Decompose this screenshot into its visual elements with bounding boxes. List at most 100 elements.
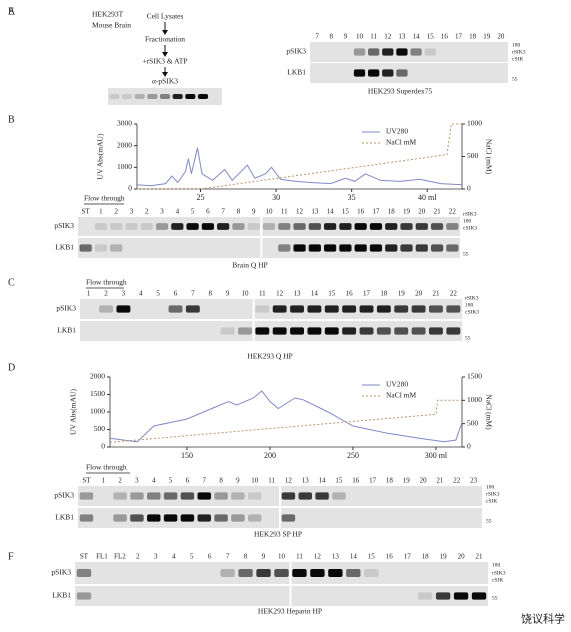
- band: [417, 592, 433, 600]
- band: [130, 492, 144, 500]
- sample: HEK293T: [92, 10, 124, 19]
- band: [353, 69, 366, 77]
- band: [382, 48, 394, 56]
- band: [278, 244, 291, 252]
- lane-label: 17: [404, 553, 412, 561]
- band: [79, 514, 94, 522]
- caption: HEK293 Q HP: [247, 352, 292, 361]
- lane-label: 4: [152, 477, 156, 485]
- band: [353, 48, 366, 56]
- step: α-pSIK3: [152, 77, 178, 86]
- y-tick-label: 2000: [117, 140, 132, 149]
- y-tick-label: 3000: [117, 119, 132, 128]
- lane-label: 19: [403, 477, 411, 485]
- lane-label: 13: [332, 553, 340, 561]
- band: [293, 223, 306, 230]
- lane-label: 3: [122, 290, 126, 298]
- band: [256, 569, 271, 577]
- band: [308, 223, 321, 230]
- step: Cell Lysates: [147, 12, 184, 21]
- gel-strip: [78, 238, 460, 258]
- lane-label: 18: [388, 208, 396, 216]
- lane-label: 21: [436, 477, 444, 485]
- panel-label: A: [8, 6, 16, 17]
- lane-label: 1: [99, 208, 103, 216]
- band: [232, 223, 245, 230]
- series-line: [137, 123, 462, 190]
- caption: HEK293 SP HP: [254, 530, 302, 539]
- band: [396, 69, 408, 77]
- lane-label: 11: [296, 553, 303, 561]
- lane-label: 14: [319, 477, 327, 485]
- y2-tick-label: 500: [467, 151, 479, 160]
- y2-tick-label: 0: [467, 442, 471, 451]
- band: [310, 569, 325, 577]
- marker: 180: [463, 218, 472, 224]
- panel-label: E: [8, 6, 14, 17]
- series-line: [136, 147, 463, 187]
- band: [185, 94, 196, 99]
- band: [290, 327, 304, 335]
- band: [367, 69, 380, 77]
- panel-label: F: [8, 551, 14, 562]
- marker: rSIK3: [512, 49, 526, 55]
- band: [308, 244, 321, 252]
- lane-label: 20: [415, 290, 423, 298]
- lane-label: 2: [118, 477, 122, 485]
- lane-label: 11: [370, 33, 377, 41]
- lane-label: 12: [276, 290, 284, 298]
- lane-label: 19: [403, 208, 411, 216]
- band: [342, 327, 357, 335]
- series-line: [109, 399, 462, 443]
- gel-strip: [80, 299, 462, 319]
- band: [328, 569, 343, 577]
- band: [324, 223, 337, 230]
- band: [140, 223, 153, 230]
- lane-label: FL2: [114, 553, 126, 561]
- lane-label: 7: [226, 553, 230, 561]
- band: [394, 327, 409, 335]
- lane-label: 9: [344, 33, 348, 41]
- gel-strip: [310, 63, 508, 83]
- lane-label: 20: [418, 208, 426, 216]
- y-axis-label: UV Abs(mAU): [96, 133, 105, 179]
- x-tick-label: 200: [264, 451, 276, 460]
- lane-label: 14: [350, 553, 358, 561]
- band: [446, 223, 459, 230]
- lane-label: 18: [380, 290, 388, 298]
- lane-label: 16: [386, 553, 394, 561]
- lane-label: 4: [172, 553, 176, 561]
- band: [359, 305, 374, 313]
- gel-strip: [75, 586, 488, 606]
- y-tick-label: 1000: [90, 407, 105, 416]
- arrow-head: [162, 30, 168, 35]
- band: [471, 592, 487, 600]
- band: [110, 223, 123, 230]
- lane-label: 15: [427, 33, 435, 41]
- band: [248, 514, 262, 522]
- band: [171, 223, 184, 230]
- lane-label: 5: [190, 553, 194, 561]
- lane-label: ST: [82, 208, 91, 216]
- lane-label: 10: [241, 290, 249, 298]
- band: [339, 223, 352, 230]
- band: [220, 327, 235, 335]
- band: [415, 244, 428, 252]
- lane-label: 10: [356, 33, 364, 41]
- row-label: LKB1: [55, 513, 74, 522]
- band: [94, 223, 108, 230]
- lane-label: 2: [145, 208, 149, 216]
- band: [429, 327, 443, 335]
- row-label: pSIK3: [54, 221, 74, 230]
- band: [446, 244, 459, 252]
- x-tick-label: 35: [348, 193, 356, 202]
- lane-label: ST: [82, 477, 91, 485]
- y-tick-label: 0: [101, 442, 105, 451]
- lane-label: 16: [352, 477, 360, 485]
- band: [453, 592, 469, 600]
- x-tick-label: 150: [181, 451, 193, 460]
- row-label: pSIK3: [286, 47, 306, 56]
- band: [315, 492, 329, 500]
- y-tick-label: 1500: [90, 389, 105, 398]
- band: [354, 244, 367, 252]
